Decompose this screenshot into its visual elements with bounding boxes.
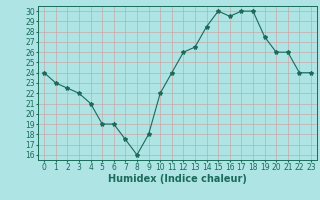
X-axis label: Humidex (Indice chaleur): Humidex (Indice chaleur) — [108, 174, 247, 184]
